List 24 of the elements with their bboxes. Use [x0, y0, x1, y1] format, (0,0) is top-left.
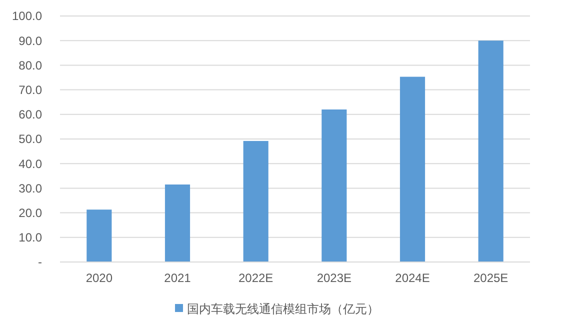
- y-tick-label: 50.0: [18, 132, 42, 146]
- bar: [400, 76, 426, 262]
- y-tick-label: 100.0: [12, 9, 42, 24]
- bar: [478, 40, 504, 262]
- x-tick-label: 2022E: [238, 271, 274, 285]
- y-tick-label: 90.0: [18, 34, 42, 48]
- y-tick-label: 70.0: [18, 83, 42, 97]
- bar: [86, 210, 112, 262]
- bar: [243, 140, 268, 262]
- y-tick-label: 80.0: [18, 58, 42, 72]
- x-tick-label: 2025E: [473, 271, 508, 285]
- x-tick-label: 2024E: [395, 271, 430, 285]
- y-tick-label: 30.0: [18, 181, 42, 196]
- y-tick-label: 20.0: [18, 206, 42, 220]
- x-tick-label: 2023E: [316, 271, 352, 285]
- bar: [322, 109, 347, 262]
- y-tick-label: 10.0: [18, 230, 42, 245]
- x-tick-label: 2020: [86, 271, 113, 285]
- legend-label: 国内车载无线通信模组市场（亿元）: [187, 302, 379, 316]
- y-tick-label: 40.0: [18, 156, 42, 171]
- y-tick-label: 60.0: [18, 108, 42, 122]
- x-tick-label: 2021: [164, 271, 192, 285]
- bar: [164, 184, 190, 262]
- y-tick-label: -: [38, 255, 42, 270]
